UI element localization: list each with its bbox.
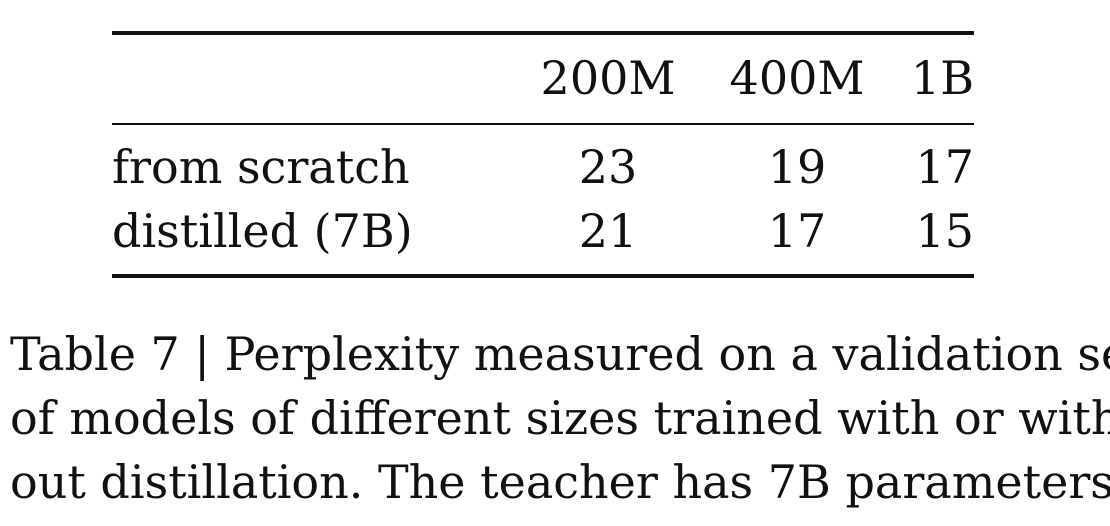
row-label-from-scratch: from scratch xyxy=(112,140,410,194)
caption-line-1: Table 7 | Perplexity measured on a valid… xyxy=(10,327,1110,381)
table-header-rule xyxy=(112,123,974,125)
column-header-1b: 1B xyxy=(910,51,974,105)
caption-line-3: out distillation. The teacher has 7B par… xyxy=(10,455,1110,509)
cell-distilled-400m: 17 xyxy=(767,204,827,258)
cell-from-scratch-200m: 23 xyxy=(578,140,638,194)
table-bottom-rule xyxy=(112,274,974,278)
cell-from-scratch-1b: 17 xyxy=(915,140,974,194)
column-header-200m: 200M xyxy=(540,51,676,105)
cell-distilled-1b: 15 xyxy=(915,204,974,258)
caption-line-2: of models of different sizes trained wit… xyxy=(10,391,1110,445)
column-header-400m: 400M xyxy=(729,51,865,105)
row-label-distilled: distilled (7B) xyxy=(112,204,413,258)
table-top-rule xyxy=(112,31,974,35)
table-caption: Table 7 | Perplexity measured on a valid… xyxy=(10,322,1110,514)
cell-from-scratch-400m: 19 xyxy=(767,140,827,194)
cell-distilled-200m: 21 xyxy=(578,204,638,258)
